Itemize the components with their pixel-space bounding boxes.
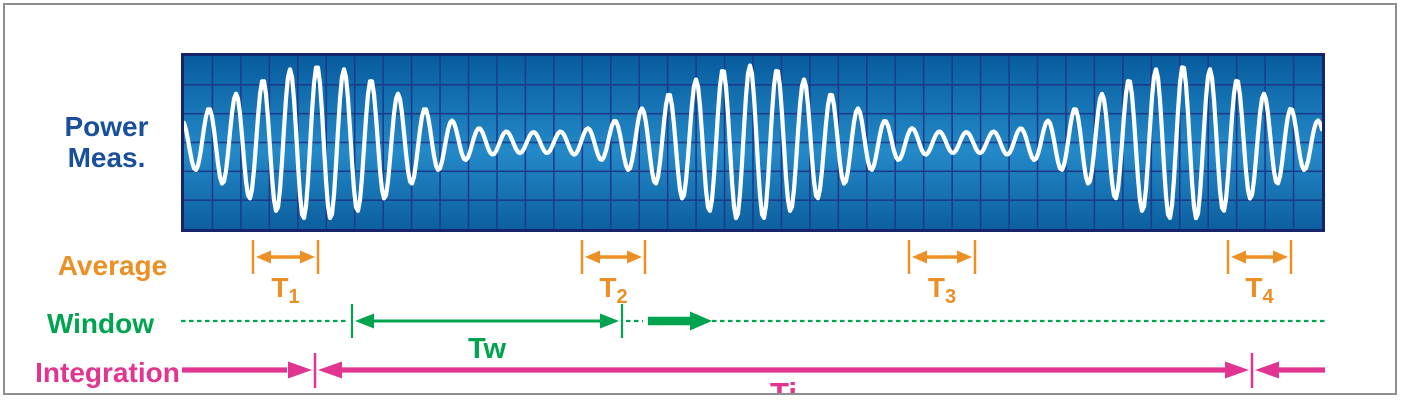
arrowhead-right xyxy=(600,313,619,329)
window-label: Window xyxy=(46,308,155,339)
arrowhead-left xyxy=(318,361,342,379)
avg-time-label-4: T4 xyxy=(1245,272,1274,308)
arrowhead-right xyxy=(1273,250,1288,264)
arrowhead-left xyxy=(912,250,927,264)
power-meas-label: Power Meas. xyxy=(24,111,189,173)
avg-marker-3 xyxy=(907,240,977,274)
arrowhead-right xyxy=(957,250,972,264)
arrowhead-right xyxy=(1225,361,1249,379)
waveform-path xyxy=(184,63,1322,221)
arrowhead-left xyxy=(1255,361,1279,379)
figure-content: Power Meas. Average Window Integration T… xyxy=(5,5,1395,393)
integration-span-label: Ti xyxy=(739,378,829,393)
arrowhead-left xyxy=(256,250,271,264)
avg-time-label-1: T1 xyxy=(271,272,300,308)
avg-marker-2 xyxy=(580,240,647,274)
arrowhead-right xyxy=(627,250,642,264)
waveform-svg xyxy=(184,56,1322,229)
avg-marker-1 xyxy=(251,240,320,274)
arrowhead-left xyxy=(585,250,600,264)
avg-marker-4 xyxy=(1226,240,1293,274)
window-row xyxy=(181,304,1325,338)
oscilloscope-panel xyxy=(181,53,1325,232)
arrowhead-right xyxy=(300,250,315,264)
avg-time-label-3: T3 xyxy=(927,272,957,308)
average-label: Average xyxy=(57,250,168,281)
window-motion-arrowhead xyxy=(690,311,712,331)
integration-label: Integration xyxy=(35,357,180,388)
arrowhead-left xyxy=(355,313,374,329)
power-meas-line1: Power xyxy=(64,111,149,142)
arrowhead-right xyxy=(288,361,312,379)
power-meas-line2: Meas. xyxy=(67,142,146,173)
window-span-label: Tw xyxy=(467,333,507,365)
arrowhead-left xyxy=(1231,250,1246,264)
avg-time-label-2: T2 xyxy=(599,272,628,308)
